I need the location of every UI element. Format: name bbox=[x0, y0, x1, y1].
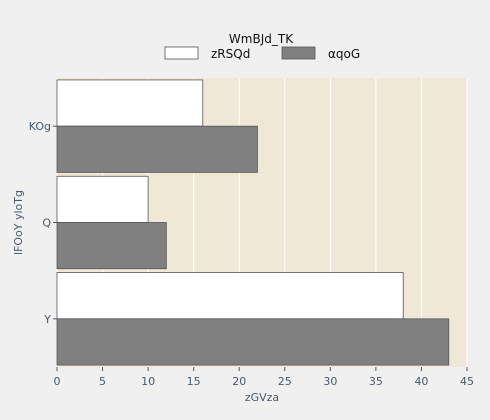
y-axis-label: lFOoY yloTg bbox=[12, 190, 25, 255]
legend: WmBJd_TK zRSQd αqoG bbox=[164, 32, 360, 61]
x-tick-label: 15 bbox=[187, 375, 201, 388]
legend-title: WmBJd_TK bbox=[229, 32, 294, 46]
bar-series-2-0 bbox=[56, 318, 450, 366]
x-tick-label: 20 bbox=[232, 375, 246, 388]
bar-series-1-2 bbox=[56, 79, 204, 127]
y-tick-label: KOg bbox=[29, 120, 51, 133]
legend-swatch bbox=[281, 46, 316, 60]
x-tick-label: 30 bbox=[323, 375, 337, 388]
legend-swatch bbox=[164, 46, 199, 60]
x-tick-label: 0 bbox=[54, 375, 61, 388]
x-tick-label: 25 bbox=[278, 375, 292, 388]
x-tick-label: 10 bbox=[141, 375, 155, 388]
bar-series-1-1 bbox=[56, 175, 149, 223]
x-tick-label: 40 bbox=[414, 375, 428, 388]
x-axis-label: zGVza bbox=[245, 391, 279, 404]
x-axis-ticks: 0 5 10 15 20 25 30 35 40 45 bbox=[54, 367, 474, 388]
legend-label: αqoG bbox=[328, 47, 360, 61]
y-tick-label: Q bbox=[42, 217, 51, 230]
x-tick-label: 35 bbox=[369, 375, 383, 388]
y-axis-ticks: Y Q KOg bbox=[29, 120, 57, 326]
bar-series-2-2 bbox=[56, 125, 258, 173]
legend-label: zRSQd bbox=[211, 47, 250, 61]
x-tick-label: 45 bbox=[460, 375, 474, 388]
x-tick-label: 5 bbox=[99, 375, 106, 388]
bar-series-2-1 bbox=[56, 222, 167, 270]
y-tick-label: Y bbox=[43, 313, 51, 326]
bar-series-1-0 bbox=[56, 272, 404, 320]
bars bbox=[56, 79, 450, 366]
